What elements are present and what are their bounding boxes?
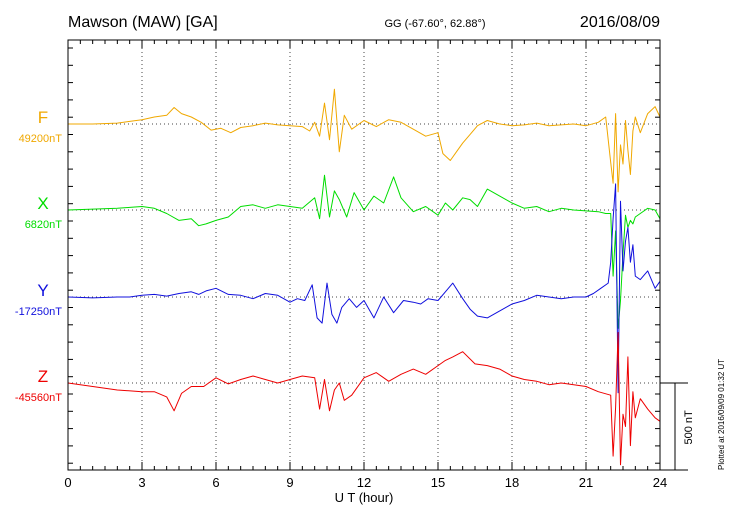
series-lines <box>67 88 661 466</box>
scale-bar-label: 500 nT <box>683 410 695 445</box>
date-label: 2016/08/09 <box>580 14 660 31</box>
grid-lines <box>141 40 587 470</box>
coordinates-label: GG (-67.60°, 62.88°) <box>384 18 485 30</box>
x-axis-label: U T (hour) <box>335 490 394 505</box>
series-baseline-value-y: -17250nT <box>15 306 62 318</box>
plotted-note: Plotted at 2016/09/09 01:32 UT <box>717 359 726 470</box>
series-line-x <box>67 174 661 329</box>
axis-ticks: 0 3 6 9 12 15 18 21 24 <box>64 40 667 490</box>
series-labels: F 49200nT X 6820nT Y -17250nT Z -45560nT <box>15 108 62 404</box>
scale-bar: 500 nT <box>660 382 695 471</box>
series-baseline-value-f: 49200nT <box>19 133 63 145</box>
series-line-y <box>67 183 661 394</box>
x-tick-label: 21 <box>579 475 593 490</box>
station-title: Mawson (MAW) [GA] <box>68 14 218 31</box>
x-tick-label: 3 <box>138 475 145 490</box>
series-baseline-value-z: -45560nT <box>15 392 62 404</box>
series-name-y: Y <box>37 281 48 300</box>
series-name-x: X <box>37 194 48 213</box>
series-name-f: F <box>38 108 48 127</box>
series-name-z: Z <box>38 367 48 386</box>
series-line-f <box>68 88 661 193</box>
x-tick-label: 24 <box>653 475 667 490</box>
series-line-z <box>67 332 661 466</box>
x-tick-label: 0 <box>64 475 71 490</box>
series-baseline-value-x: 6820nT <box>25 219 63 231</box>
x-tick-label: 6 <box>212 475 219 490</box>
x-tick-label: 15 <box>431 475 445 490</box>
x-tick-label: 18 <box>505 475 519 490</box>
x-tick-label: 12 <box>357 475 371 490</box>
x-tick-label: 9 <box>286 475 293 490</box>
